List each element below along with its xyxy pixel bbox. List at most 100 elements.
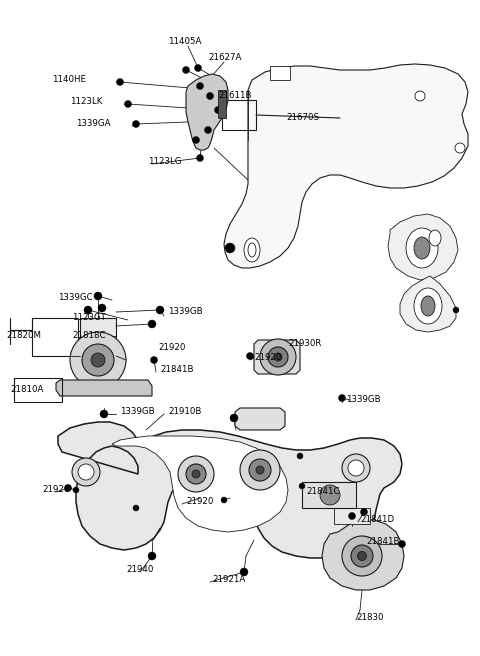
Circle shape [151, 356, 157, 363]
Circle shape [148, 320, 156, 328]
Circle shape [274, 353, 282, 361]
Circle shape [225, 243, 235, 253]
Bar [302, 482, 356, 508]
Text: 1123GT: 1123GT [72, 314, 106, 323]
Text: 1339GB: 1339GB [168, 308, 203, 316]
Text: 1123LK: 1123LK [70, 98, 102, 106]
Circle shape [240, 450, 280, 490]
Circle shape [84, 306, 92, 314]
Ellipse shape [248, 243, 256, 257]
Text: 21810A: 21810A [10, 386, 43, 394]
Circle shape [256, 466, 264, 474]
Circle shape [360, 508, 368, 516]
Text: 21830: 21830 [356, 613, 384, 623]
Circle shape [204, 127, 212, 134]
Circle shape [206, 92, 214, 100]
Bar [80, 318, 116, 356]
Circle shape [415, 91, 425, 101]
Text: 21841B: 21841B [160, 365, 193, 375]
Circle shape [178, 456, 214, 492]
Circle shape [398, 541, 406, 548]
Circle shape [124, 100, 132, 108]
Circle shape [230, 414, 238, 422]
Polygon shape [322, 520, 404, 590]
Text: 21627A: 21627A [208, 54, 241, 62]
Ellipse shape [414, 237, 430, 259]
Ellipse shape [429, 230, 441, 246]
Circle shape [73, 487, 79, 493]
Circle shape [196, 83, 204, 89]
Text: 21818C: 21818C [72, 331, 106, 340]
Circle shape [453, 307, 459, 313]
Ellipse shape [406, 228, 438, 268]
Circle shape [117, 79, 123, 85]
Text: 21841B: 21841B [366, 537, 399, 546]
Polygon shape [56, 380, 152, 396]
Circle shape [320, 485, 340, 505]
Circle shape [455, 143, 465, 153]
Circle shape [94, 292, 102, 300]
Circle shape [182, 66, 190, 73]
Circle shape [247, 352, 253, 359]
Circle shape [297, 453, 303, 459]
Circle shape [299, 483, 305, 489]
Text: 21910B: 21910B [168, 407, 202, 417]
Polygon shape [388, 214, 458, 280]
Circle shape [133, 505, 139, 511]
Polygon shape [58, 422, 402, 558]
Text: 1339GA: 1339GA [76, 119, 110, 129]
Text: 21611B: 21611B [218, 91, 252, 100]
Polygon shape [254, 340, 300, 374]
Text: 1339GC: 1339GC [58, 293, 93, 302]
Circle shape [240, 568, 248, 576]
Bar [218, 90, 226, 118]
Text: 21920: 21920 [254, 354, 281, 363]
Text: 21921A: 21921A [212, 575, 245, 584]
Circle shape [215, 106, 221, 113]
Circle shape [98, 304, 106, 312]
Circle shape [192, 470, 200, 478]
Polygon shape [186, 74, 228, 150]
Circle shape [64, 485, 72, 491]
Text: 21920: 21920 [186, 497, 214, 506]
Text: 11405A: 11405A [168, 37, 202, 47]
Circle shape [338, 394, 346, 401]
Circle shape [100, 410, 108, 418]
Circle shape [249, 459, 271, 481]
Circle shape [348, 460, 364, 476]
Bar [334, 508, 370, 524]
Circle shape [192, 136, 200, 144]
Text: 21841C: 21841C [306, 487, 339, 497]
Polygon shape [112, 436, 288, 532]
Circle shape [82, 344, 114, 376]
Text: 1339GB: 1339GB [346, 396, 381, 405]
Circle shape [260, 339, 296, 375]
Text: 21930R: 21930R [288, 340, 322, 348]
Bar [14, 378, 62, 402]
Circle shape [194, 64, 202, 72]
Circle shape [221, 497, 227, 503]
Circle shape [342, 536, 382, 576]
Circle shape [351, 545, 373, 567]
Circle shape [91, 353, 105, 367]
Circle shape [72, 458, 100, 486]
Circle shape [132, 121, 140, 127]
Ellipse shape [244, 238, 260, 262]
Polygon shape [224, 64, 468, 268]
Circle shape [196, 155, 204, 161]
Text: 21920: 21920 [42, 485, 70, 495]
Circle shape [148, 552, 156, 560]
Circle shape [348, 512, 356, 520]
Text: 21841D: 21841D [360, 516, 394, 525]
Text: 1123LG: 1123LG [148, 157, 181, 167]
Text: 21920: 21920 [158, 344, 185, 352]
Circle shape [70, 332, 126, 388]
Circle shape [78, 464, 94, 480]
Ellipse shape [421, 296, 435, 316]
Text: 1140HE: 1140HE [52, 75, 86, 85]
Circle shape [342, 454, 370, 482]
Circle shape [156, 306, 164, 314]
Text: 21940: 21940 [126, 565, 154, 575]
Bar [32, 318, 78, 356]
Polygon shape [400, 276, 456, 332]
